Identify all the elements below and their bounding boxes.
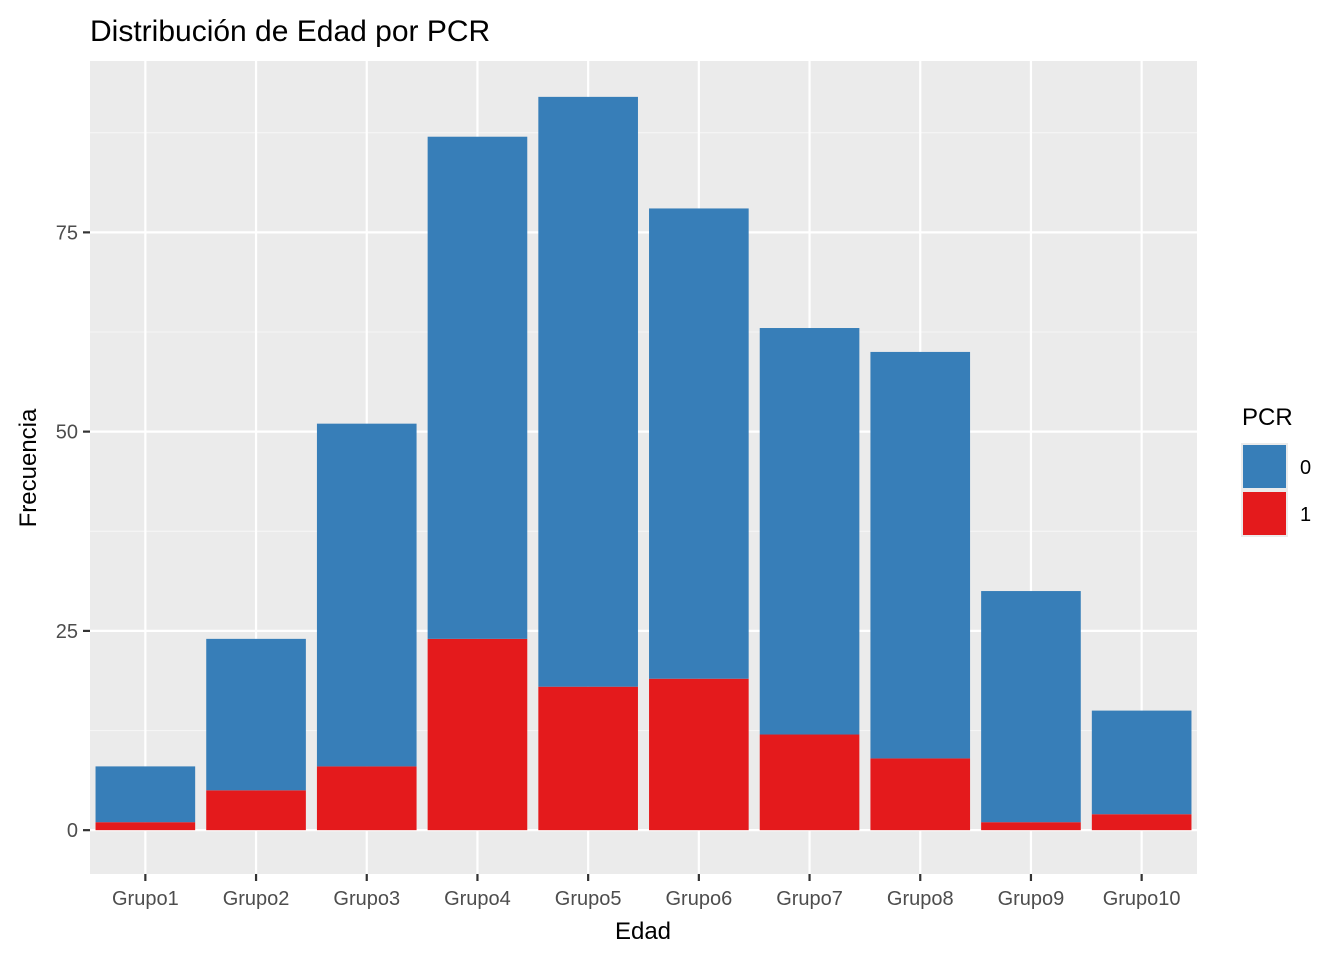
legend-label-0: 0: [1300, 457, 1311, 479]
legend-key-0: [1243, 445, 1286, 488]
bar-pcr-0-grupo9: [981, 591, 1081, 823]
x-tick-label: Grupo3: [333, 888, 400, 910]
x-tick-label: Grupo7: [776, 888, 843, 910]
chart-title: Distribución de Edad por PCR: [90, 15, 490, 48]
x-tick-label: Grupo5: [555, 888, 622, 910]
y-tick-label: 50: [56, 422, 78, 444]
bar-pcr-1-grupo6: [649, 678, 749, 831]
x-tick-label: Grupo4: [444, 888, 511, 910]
legend-title: PCR: [1242, 404, 1293, 431]
bar-pcr-0-grupo1: [95, 766, 196, 823]
bar-pcr-1-grupo3: [316, 766, 417, 831]
y-tick-label: 25: [56, 621, 78, 643]
bar-pcr-1-grupo7: [759, 734, 860, 831]
x-tick-label: Grupo2: [223, 888, 290, 910]
x-axis: Grupo1 Grupo2 Grupo3 Grupo4 Grupo5 Grupo6 Grup…: [112, 874, 1181, 910]
bar-pcr-1-grupo8: [870, 758, 971, 831]
bar-pcr-0-grupo8: [870, 351, 971, 759]
bar-pcr-0-grupo6: [649, 208, 749, 679]
bar-pcr-1-grupo9: [981, 822, 1081, 831]
y-axis-title: Frecuencia: [15, 408, 42, 527]
bar-pcr-1-grupo4: [427, 638, 528, 831]
bar-pcr-1-grupo5: [538, 686, 638, 831]
y-tick-label: 75: [56, 222, 78, 244]
y-tick-label: 0: [67, 820, 78, 842]
bar-pcr-0-grupo5: [538, 96, 638, 687]
x-tick-label: Grupo1: [112, 888, 179, 910]
legend-label-1: 1: [1300, 504, 1311, 526]
x-axis-title: Edad: [615, 918, 671, 945]
bar-pcr-1-grupo2: [206, 790, 306, 831]
bar-pcr-0-grupo10: [1091, 710, 1192, 815]
legend: PCR 0 1: [1241, 404, 1311, 537]
bar-pcr-1-grupo1: [95, 822, 196, 831]
bar-pcr-1-grupo10: [1091, 814, 1192, 831]
bars: [95, 96, 1192, 831]
bar-pcr-0-grupo7: [759, 328, 860, 735]
x-tick-label: Grupo6: [665, 888, 732, 910]
bar-pcr-0-grupo2: [206, 638, 306, 791]
x-tick-label: Grupo10: [1103, 888, 1181, 910]
x-tick-label: Grupo9: [998, 888, 1065, 910]
x-tick-label: Grupo8: [887, 888, 954, 910]
legend-key-1: [1243, 492, 1286, 535]
bar-pcr-0-grupo3: [316, 423, 417, 767]
y-axis: 0 25 50 75: [56, 222, 90, 842]
bar-pcr-0-grupo4: [427, 136, 528, 639]
